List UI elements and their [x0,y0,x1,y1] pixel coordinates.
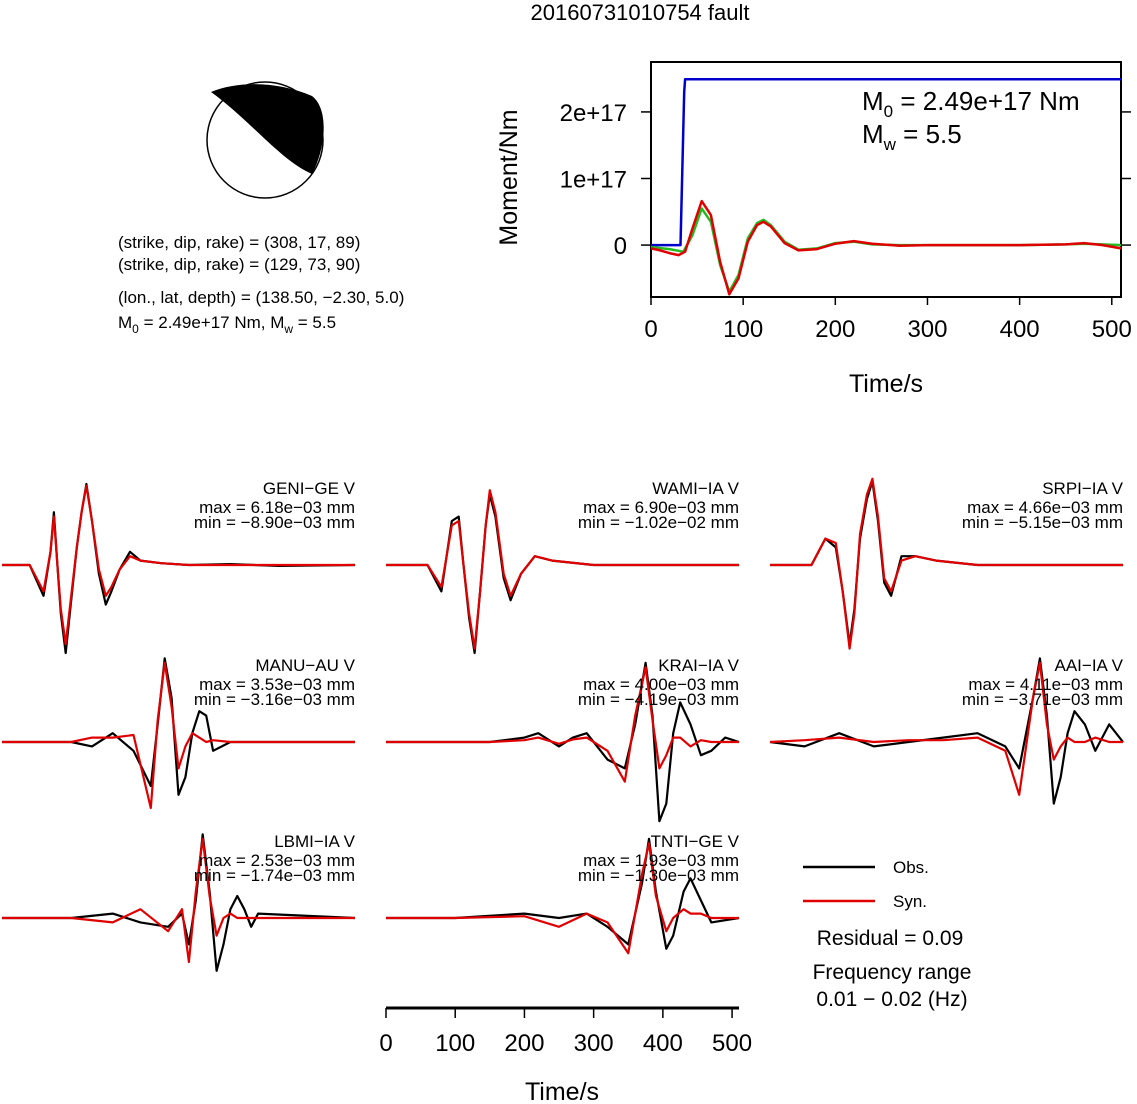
seis-xtick-label: 100 [435,1030,475,1057]
moment-ytick-label: 0 [614,233,627,260]
station-name: SRPI−IA V [1042,479,1123,498]
moment-summary: M0 = 2.49e+17 Nm, Mw = 5.5 [118,313,336,336]
trace-syn [2,484,355,646]
trace-syn [2,661,355,810]
plane1-text: (strike, dip, rake) = (308, 17, 89) [118,233,360,252]
legend: Obs. Syn. [803,858,929,911]
station-name: LBMI−IA V [274,832,355,851]
station-max: max = 4.00e−03 mm [583,675,739,694]
station-max: max = 2.53e−03 mm [199,851,355,870]
station-name: WAMI−IA V [652,479,739,498]
seis-xtick-label: 300 [574,1030,614,1057]
station-min: min = −4.19e−03 mm [578,690,739,709]
station-min: min = −5.15e−03 mm [962,513,1123,532]
station-max: max = 4.11e−03 mm [968,675,1123,694]
moment-xtick-label: 400 [1000,316,1040,343]
station-name: MANU−AU V [255,656,355,675]
moment-mw-annotation: Mw = 5.5 [862,119,962,154]
moment-series-1 [650,207,1122,293]
moment-xtick-label: 100 [723,316,763,343]
station-name: KRAI−IA V [658,656,739,675]
moment-xtick-label: 500 [1092,316,1132,343]
trace-syn [770,477,1123,650]
moment-plot-frame [650,61,1122,298]
trace-obs [386,837,740,950]
station-min: min = −1.02e−02 mm [578,513,739,532]
seis-xtick-label: 500 [712,1030,752,1057]
trace-syn [386,842,739,955]
seis-xlabel: Time/s [525,1078,599,1104]
beachball-icon [206,81,324,199]
moment-chart: 0 100 200 300 400 500 0 1e+17 2e+17 Time/s Moment/… [495,61,1132,398]
page-title: 20160731010754 fault [531,0,750,25]
moment-ytick-label: 1e+17 [560,167,627,194]
plane2-text: (strike, dip, rake) = (129, 73, 90) [118,255,360,274]
trace-syn [386,666,739,783]
station-name: GENI−GE V [263,479,356,498]
location-text: (lon., lat, depth) = (138.50, −2.30, 5.0… [118,288,404,307]
trace-obs [386,661,740,823]
frequency-label: Frequency range [813,961,972,984]
legend-syn-label: Syn. [893,892,927,911]
trace-syn [386,489,739,650]
station-min: min = −3.71e−03 mm [962,690,1123,709]
moment-xtick-label: 300 [907,316,947,343]
station-min: min = −8.90e−03 mm [194,513,355,532]
station-min: min = −1.30e−03 mm [578,866,739,885]
trace-syn [2,837,355,964]
station-max: max = 4.66e−03 mm [967,498,1123,517]
legend-obs-label: Obs. [893,858,929,877]
seis-xtick-label: 0 [379,1030,392,1057]
seis-xtick-label: 200 [504,1030,544,1057]
moment-ytick-label: 2e+17 [560,100,627,127]
moment-series-2 [650,199,1122,296]
station-min: min = −1.74e−03 mm [194,866,355,885]
station-max: max = 3.53e−03 mm [199,675,355,694]
station-max: max = 6.18e−03 mm [199,498,355,517]
station-min: min = −3.16e−03 mm [194,690,355,709]
moment-m0-annotation: M0 = 2.49e+17 Nm [862,86,1080,121]
frequency-value: 0.01 − 0.02 (Hz) [816,988,967,1011]
moment-xtick-label: 200 [815,316,855,343]
station-name: TNTI−GE V [651,832,740,851]
moment-xlabel: Time/s [849,370,923,398]
moment-xtick-label: 0 [644,316,657,343]
moment-series-0 [651,78,1121,247]
station-max: max = 6.90e−03 mm [583,498,739,517]
seis-xtick-label: 400 [643,1030,683,1057]
moment-ylabel: Moment/Nm [495,109,523,245]
station-name: AAI−IA V [1054,656,1123,675]
station-max: max = 1.93e−03 mm [583,851,739,870]
trace-syn [769,661,1123,796]
residual-text: Residual = 0.09 [817,927,964,950]
